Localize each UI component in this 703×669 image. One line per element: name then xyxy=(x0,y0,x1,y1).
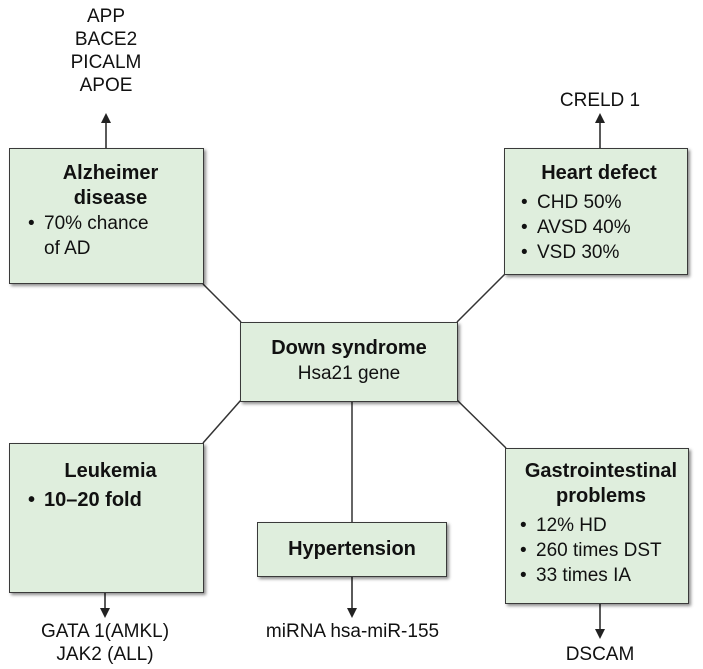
bullet-item: 70% chance of AD xyxy=(26,211,195,261)
alzheimer-title-line: Alzheimer xyxy=(62,162,159,184)
edge-center-leukemia xyxy=(202,399,242,444)
bullet-item: 10–20 fold xyxy=(26,488,195,513)
heart-genes: CRELD 1 xyxy=(540,89,660,112)
alzheimer-box: Alzheimer disease 70% chance of AD xyxy=(9,148,204,284)
gene-label: JAK2 (ALL) xyxy=(56,644,154,665)
gastro-genes: DSCAM xyxy=(550,643,650,666)
leukemia-box: Leukemia 10–20 fold xyxy=(9,443,204,593)
bullet-item: VSD 30% xyxy=(519,240,679,265)
alzheimer-title: Alzheimer disease xyxy=(26,161,195,211)
leukemia-bullets: 10–20 fold xyxy=(26,488,195,513)
bullet-item: AVSD 40% xyxy=(519,215,679,240)
edge-center-alzheimer xyxy=(202,283,242,323)
heart-bullets: CHD 50% AVSD 40% VSD 30% xyxy=(519,190,679,265)
gastro-title-line: Gastrointestinal xyxy=(524,460,678,482)
edge-center-heart xyxy=(456,273,506,323)
alzheimer-genes: APP BACE2 PICALM APOE xyxy=(56,5,156,97)
center-subtitle: Hsa21 gene xyxy=(297,363,401,384)
hypertension-title: Hypertension xyxy=(288,538,416,560)
gene-label: DSCAM xyxy=(565,644,635,665)
gene-label: CRELD 1 xyxy=(559,90,641,111)
leukemia-title: Leukemia xyxy=(64,460,157,482)
gastro-bullets: 12% HD 260 times DST 33 times IA xyxy=(518,513,684,588)
gene-label: PICALM xyxy=(70,52,142,73)
bullet-text: 70% chance xyxy=(44,213,149,234)
gene-label: APOE xyxy=(79,75,133,96)
leukemia-genes: GATA 1(AMKL) JAK2 (ALL) xyxy=(20,620,190,666)
center-title: Down syndrome xyxy=(271,337,427,359)
alzheimer-title-line: disease xyxy=(73,187,148,209)
down-syndrome-box: Down syndrome Hsa21 gene xyxy=(240,322,458,402)
bullet-item: 260 times DST xyxy=(518,538,684,563)
hypertension-box: Hypertension xyxy=(257,522,447,577)
gene-label: GATA 1(AMKL) xyxy=(40,621,170,642)
edge-center-gastro xyxy=(456,399,507,449)
gene-label: APP xyxy=(86,6,126,27)
heart-defect-box: Heart defect CHD 50% AVSD 40% VSD 30% xyxy=(504,148,688,275)
bullet-text: of AD xyxy=(44,238,91,259)
gastro-title-line: problems xyxy=(555,485,647,507)
bullet-item: CHD 50% xyxy=(519,190,679,215)
hypertension-genes: miRNA hsa-miR-155 xyxy=(240,620,465,643)
bullet-item: 33 times IA xyxy=(518,563,684,588)
gene-label: BACE2 xyxy=(74,29,138,50)
bullet-item: 12% HD xyxy=(518,513,684,538)
alzheimer-bullets: 70% chance of AD xyxy=(26,211,195,261)
gastrointestinal-box: Gastrointestinal problems 12% HD 260 tim… xyxy=(505,448,689,604)
gastro-title: Gastrointestinal problems xyxy=(518,459,684,509)
heart-title: Heart defect xyxy=(541,162,657,184)
gene-label: miRNA hsa-miR-155 xyxy=(265,621,440,642)
